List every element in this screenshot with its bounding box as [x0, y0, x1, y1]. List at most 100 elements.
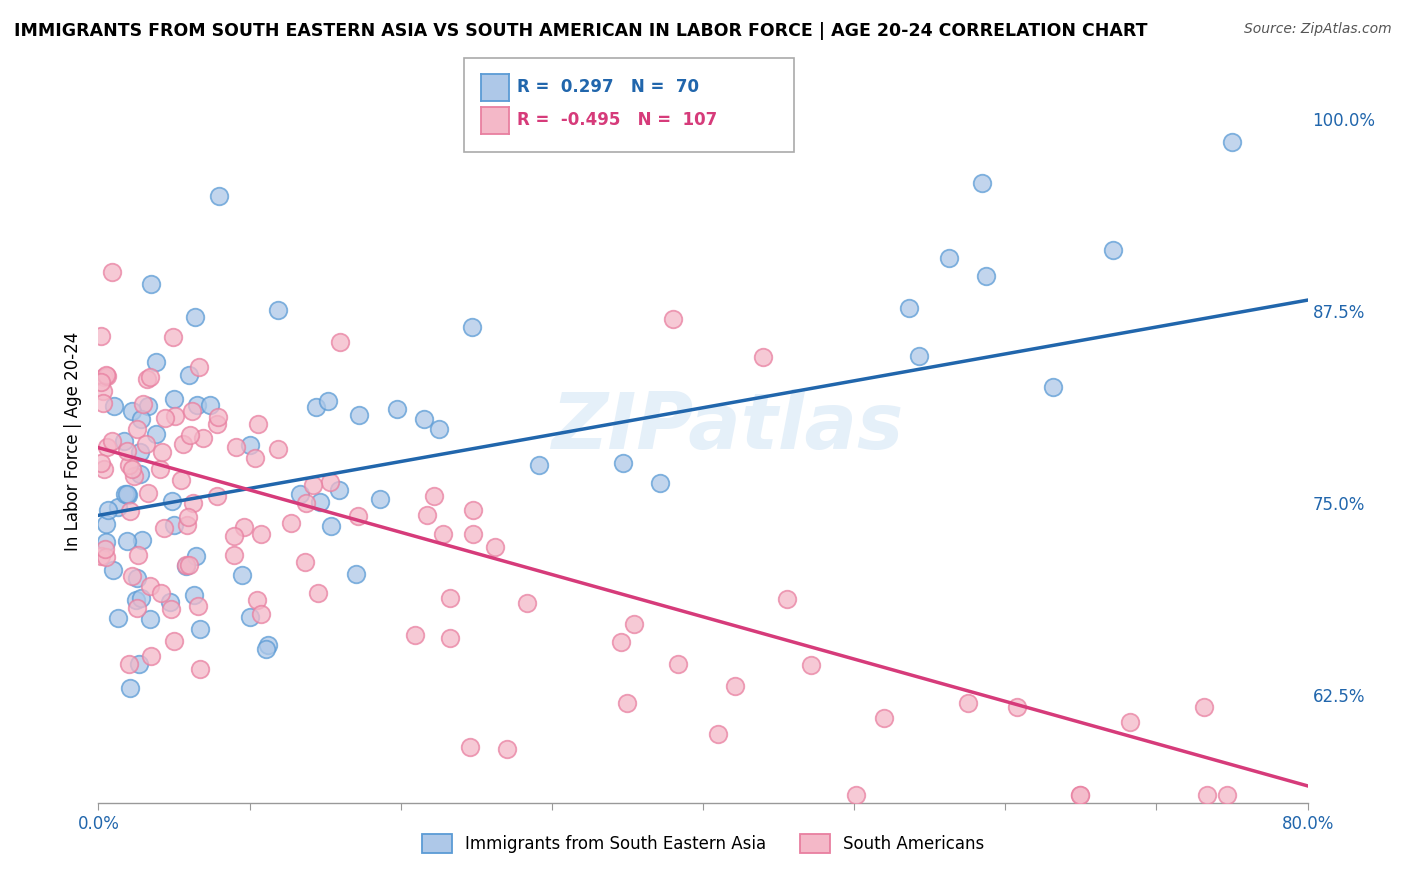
Point	[316, 393, 339, 408]
Point	[101, 265, 124, 279]
Point	[121, 569, 143, 583]
Point	[141, 648, 163, 663]
Point	[183, 496, 205, 510]
Point	[1102, 243, 1125, 257]
Point	[179, 558, 201, 572]
Point	[160, 601, 183, 615]
Point	[153, 410, 176, 425]
Point	[114, 487, 136, 501]
Point	[162, 329, 184, 343]
Point	[96, 368, 118, 382]
Point	[148, 462, 170, 476]
Point	[957, 696, 980, 710]
Point	[131, 411, 153, 425]
Point	[103, 399, 125, 413]
Point	[138, 485, 160, 500]
Point	[172, 437, 194, 451]
Point	[131, 397, 153, 411]
Point	[329, 334, 352, 349]
Point	[294, 555, 316, 569]
Point	[101, 563, 124, 577]
Point	[1197, 788, 1219, 802]
Point	[267, 442, 290, 457]
Point	[1042, 380, 1064, 394]
Point	[243, 451, 266, 466]
Point	[97, 503, 120, 517]
Y-axis label: In Labor Force | Age 20-24: In Labor Force | Age 20-24	[63, 332, 82, 551]
Point	[516, 596, 538, 610]
Point	[120, 504, 142, 518]
Point	[122, 468, 145, 483]
Point	[101, 434, 124, 448]
Point	[135, 437, 157, 451]
Point	[125, 422, 148, 436]
Point	[319, 518, 342, 533]
Text: Source: ZipAtlas.com: Source: ZipAtlas.com	[1244, 22, 1392, 37]
Point	[1119, 715, 1142, 730]
Point	[135, 372, 157, 386]
Point	[128, 657, 150, 671]
Point	[115, 444, 138, 458]
Point	[974, 268, 997, 283]
Point	[319, 475, 342, 489]
Point	[461, 527, 484, 541]
Point	[432, 527, 454, 541]
Point	[225, 440, 247, 454]
Text: R =  -0.495   N =  107: R = -0.495 N = 107	[517, 112, 717, 129]
Point	[190, 662, 212, 676]
Point	[295, 496, 318, 510]
Point	[145, 355, 167, 369]
Point	[707, 726, 730, 740]
Point	[121, 462, 143, 476]
Point	[1069, 788, 1091, 802]
Point	[616, 696, 638, 710]
Point	[139, 370, 162, 384]
Point	[344, 566, 367, 581]
Point	[139, 612, 162, 626]
Point	[96, 550, 118, 565]
Point	[129, 444, 152, 458]
Point	[800, 657, 823, 672]
Point	[127, 600, 149, 615]
Point	[129, 591, 152, 605]
Point	[938, 251, 960, 265]
Point	[127, 548, 149, 562]
Point	[183, 588, 205, 602]
Point	[93, 370, 115, 384]
Point	[404, 627, 426, 641]
Point	[205, 489, 228, 503]
Point	[208, 188, 231, 202]
Point	[188, 359, 211, 374]
Point	[96, 440, 118, 454]
Point	[107, 500, 129, 515]
Point	[301, 478, 323, 492]
Point	[163, 392, 186, 406]
Point	[346, 509, 368, 524]
Point	[232, 520, 254, 534]
Point	[623, 616, 645, 631]
Point	[139, 579, 162, 593]
Point	[254, 642, 277, 657]
Point	[231, 568, 253, 582]
Point	[179, 428, 201, 442]
Point	[145, 427, 167, 442]
Point	[266, 302, 288, 317]
Point	[162, 494, 184, 508]
Point	[439, 631, 461, 645]
Point	[96, 368, 118, 383]
Point	[90, 375, 112, 389]
Point	[775, 592, 797, 607]
Point	[125, 592, 148, 607]
Point	[159, 595, 181, 609]
Point	[412, 412, 434, 426]
Point	[461, 502, 484, 516]
Point	[177, 509, 200, 524]
Point	[129, 467, 152, 481]
Point	[661, 311, 683, 326]
Point	[723, 679, 745, 693]
Point	[328, 483, 350, 497]
Point	[222, 529, 245, 543]
Point	[256, 638, 278, 652]
Point	[650, 476, 672, 491]
Point	[153, 521, 176, 535]
